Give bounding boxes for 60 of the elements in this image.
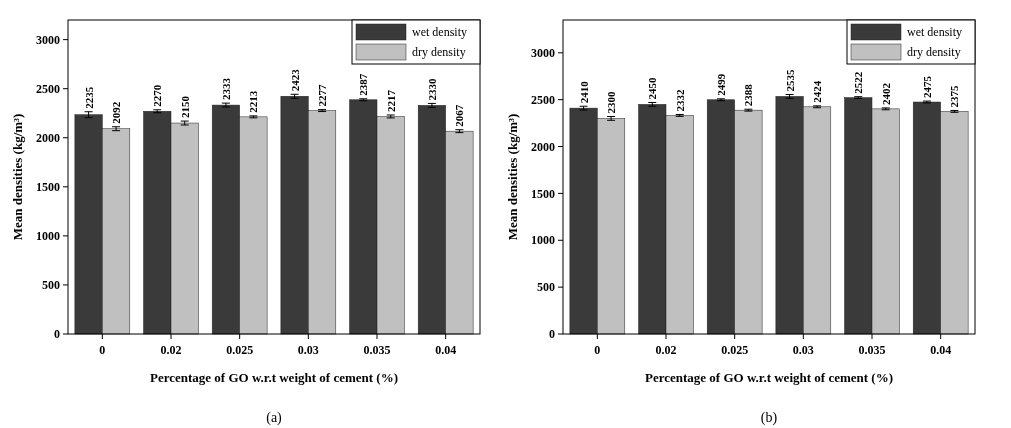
- data-label: 2092: [110, 101, 123, 124]
- data-label: 2499: [714, 73, 727, 96]
- x-tick-label: 0.02: [160, 343, 182, 357]
- data-label: 2300: [605, 91, 618, 114]
- y-tick-label: 500: [42, 278, 60, 293]
- data-label: 2277: [316, 84, 329, 107]
- data-label: 2330: [425, 77, 438, 101]
- data-label: 2387: [357, 73, 370, 96]
- data-label: 2067: [453, 104, 466, 127]
- data-label: 2423: [288, 68, 301, 92]
- data-label: 2424: [811, 80, 824, 103]
- data-label: 2410: [577, 80, 590, 104]
- text: (b): [760, 410, 778, 426]
- data-label: 2402: [879, 82, 892, 105]
- y-tick-label: 3000: [36, 32, 60, 47]
- y-tick-label: 2500: [36, 81, 60, 96]
- x-tick-label: 0.04: [435, 343, 457, 357]
- data-label: 2475: [920, 75, 933, 99]
- x-tick-label: 0.025: [226, 343, 254, 357]
- x-tick-label: 0.035: [858, 343, 886, 357]
- y-tick-label: 2000: [531, 139, 555, 154]
- y-tick-label: 500: [537, 280, 555, 295]
- legend-label: wet density: [907, 25, 962, 39]
- data-label: 2450: [646, 76, 659, 100]
- data-label: 2332: [673, 88, 686, 112]
- x-tick-label: 0: [594, 343, 601, 357]
- data-label: 2150: [178, 95, 191, 119]
- x-tick-label: 0.02: [655, 343, 677, 357]
- y-tick-label: 2500: [531, 92, 555, 107]
- x-tick-label: 0: [99, 343, 106, 357]
- y-tick-label: 1500: [36, 180, 60, 195]
- x-tick-label: 0.03: [792, 343, 814, 357]
- x-axis-title: Percentage of GO w.r.t weight of cement (%): [644, 370, 894, 385]
- text: (a): [266, 410, 283, 426]
- y-axis-title: Mean densities (kg/m³): [505, 113, 520, 241]
- x-axis-title: Percentage of GO w.r.t weight of cement (%): [149, 370, 399, 385]
- x-tick-label: 0.03: [297, 343, 319, 357]
- legend-label: dry density: [412, 45, 466, 59]
- y-tick-label: 2000: [36, 130, 60, 145]
- data-label: 2213: [247, 90, 260, 113]
- x-tick-label: 0.035: [363, 343, 391, 357]
- data-label: 2270: [151, 84, 164, 107]
- legend-label: wet density: [412, 25, 467, 39]
- y-tick-label: 3000: [531, 46, 555, 61]
- data-label: 2375: [948, 84, 961, 108]
- y-tick-label: 1500: [531, 186, 555, 201]
- y-tick-label: 0: [549, 327, 555, 342]
- data-label: 2388: [742, 83, 755, 107]
- data-label: 2217: [384, 89, 397, 112]
- data-label: 2522: [852, 71, 865, 94]
- y-tick-label: 1000: [531, 233, 555, 248]
- data-label: 2535: [783, 69, 796, 92]
- legend-label: dry density: [907, 45, 961, 59]
- x-tick-label: 0.025: [721, 343, 749, 357]
- x-tick-label: 0.04: [930, 343, 952, 357]
- y-tick-label: 0: [54, 327, 60, 342]
- y-tick-label: 1000: [36, 229, 60, 244]
- data-label: 2333: [219, 77, 232, 101]
- data-label: 2235: [82, 86, 95, 109]
- y-axis-title: Mean densities (kg/m³): [10, 113, 25, 241]
